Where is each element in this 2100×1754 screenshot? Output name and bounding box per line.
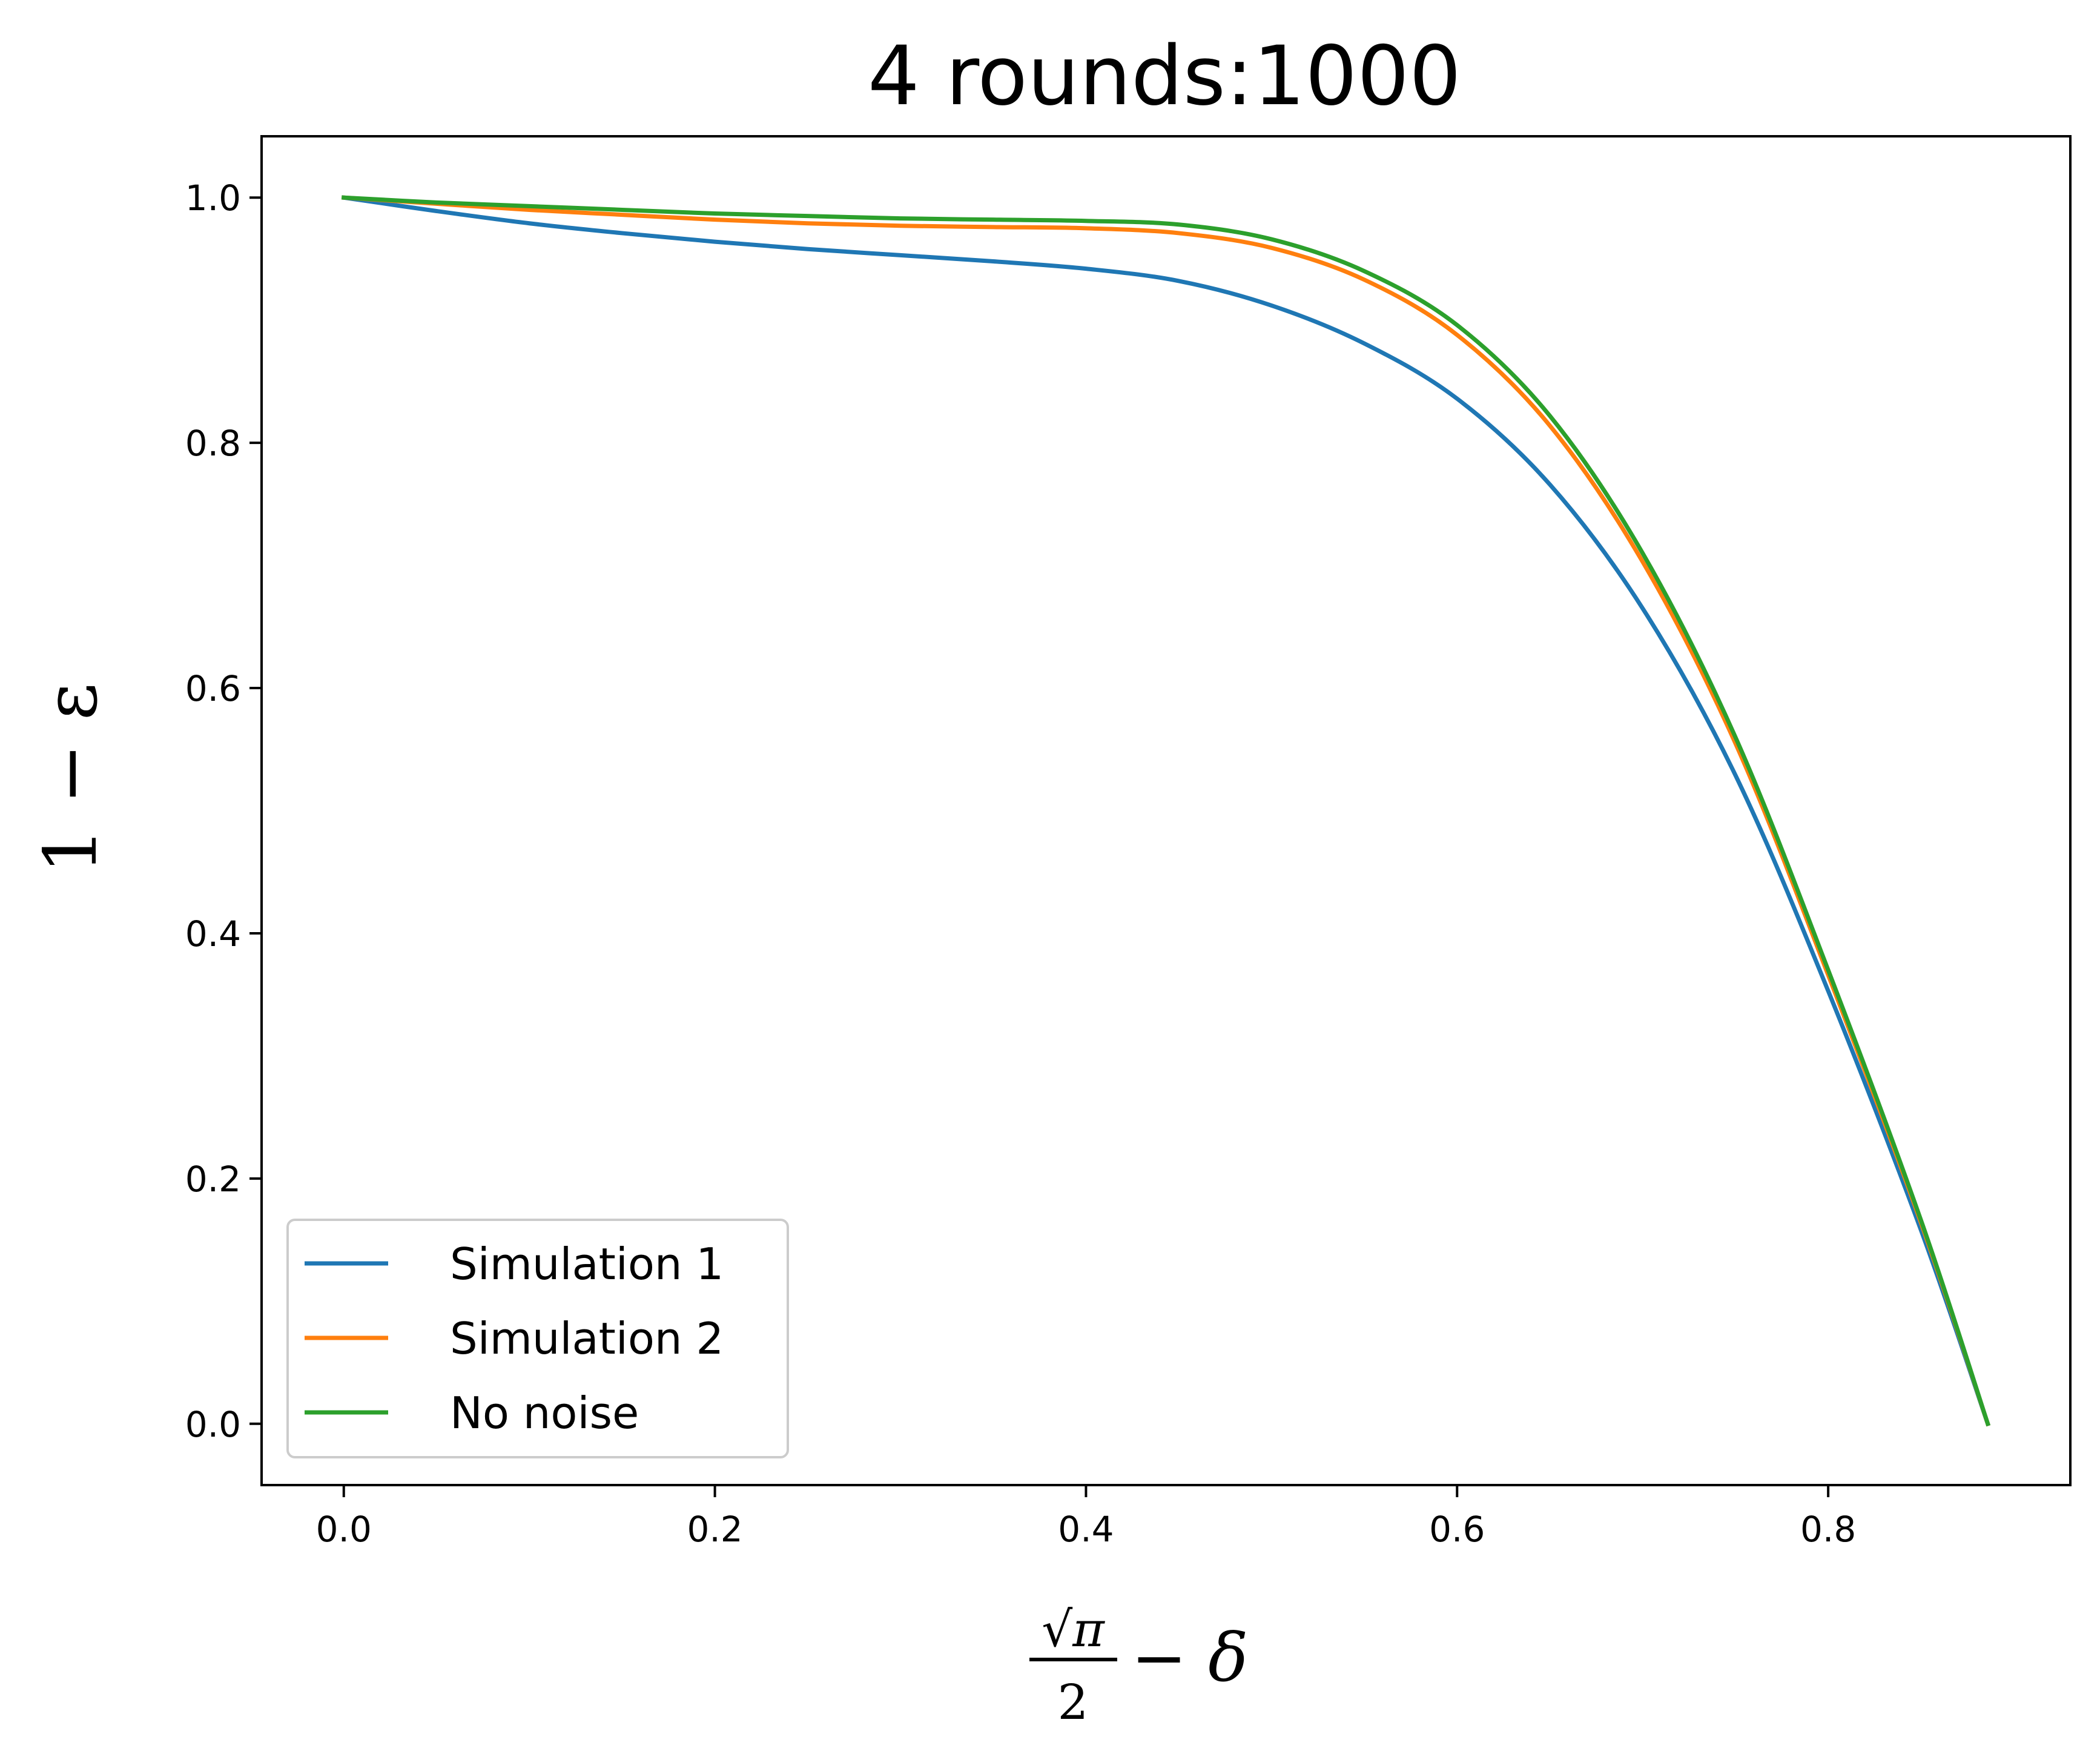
chart-title: 4 rounds:1000 bbox=[868, 28, 1461, 124]
series-line-1 bbox=[341, 195, 1991, 1427]
series-line-3 bbox=[342, 195, 1991, 1427]
x-tick-label: 0.6 bbox=[1429, 1509, 1485, 1550]
y-tick-label: 1.0 bbox=[185, 177, 241, 219]
x-tick-label: 0.2 bbox=[687, 1509, 742, 1550]
y-tick-label: 0.6 bbox=[185, 668, 241, 709]
legend-label-2: Simulation 2 bbox=[450, 1313, 724, 1364]
x-axis-label-denominator: 2 bbox=[1058, 1674, 1089, 1730]
x-axis-label-numerator: √π bbox=[1042, 1601, 1105, 1658]
y-tick-label: 0.2 bbox=[185, 1159, 241, 1200]
plot-frame bbox=[260, 135, 2072, 1486]
x-axis-label: √π 2 − δ bbox=[1029, 1601, 1248, 1730]
x-tick-label: 0.0 bbox=[316, 1509, 372, 1550]
y-tick-label: 0.8 bbox=[185, 423, 241, 464]
y-tick-label: 0.0 bbox=[185, 1404, 241, 1445]
plot-area: 0.0 0.2 0.4 0.6 0.8 0.0 0.2 0.4 0.6 0.8 1.0 Simulat… bbox=[185, 135, 2072, 1550]
legend-label-1: Simulation 1 bbox=[450, 1239, 724, 1289]
legend-box bbox=[286, 1219, 789, 1458]
x-axis-label-suffix: − δ bbox=[1131, 1619, 1248, 1696]
y-axis-label-text: 1 − ε bbox=[29, 683, 113, 873]
x-tick-label: 0.8 bbox=[1800, 1509, 1856, 1550]
legend-label-3: No noise bbox=[450, 1388, 639, 1438]
y-axis-label: 1 − ε bbox=[29, 683, 113, 873]
y-tick-label: 0.4 bbox=[185, 913, 241, 955]
x-tick-label: 0.4 bbox=[1058, 1509, 1114, 1550]
